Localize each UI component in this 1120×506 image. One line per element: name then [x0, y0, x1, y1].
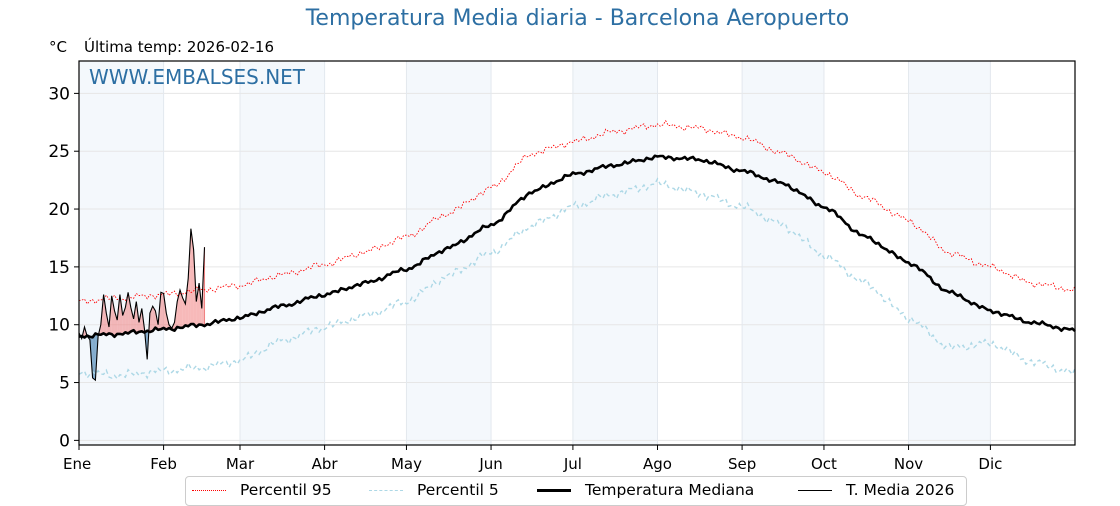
- month-band-ene: [79, 61, 164, 445]
- legend-label: Percentil 5: [417, 481, 499, 499]
- p5-swatch-icon: [369, 490, 403, 491]
- month-band-nov: [909, 61, 991, 445]
- legend: Percentil 95 Percentil 5 Temperatura Med…: [185, 476, 967, 506]
- legend-label: T. Media 2026: [846, 481, 954, 499]
- legend-label: Percentil 95: [240, 481, 332, 499]
- legend-label: Temperatura Mediana: [585, 481, 754, 499]
- above-median-fill: [161, 292, 164, 329]
- month-bands: [79, 61, 990, 445]
- x-tick-label-oct: Oct: [811, 455, 837, 473]
- legend-item-p95: Percentil 95: [192, 481, 332, 499]
- month-band-sep: [742, 61, 824, 445]
- median-swatch-icon: [537, 489, 571, 492]
- y-tick-label: 30: [48, 84, 70, 104]
- y-tick-label: 25: [48, 142, 70, 162]
- y-tick-label: 15: [48, 258, 70, 278]
- legend-item-median: Temperatura Mediana: [537, 481, 754, 499]
- x-tick-label-ene: Ene: [63, 455, 91, 473]
- x-tick-label-jun: Jun: [478, 455, 502, 473]
- x-tick-label-may: May: [391, 455, 422, 473]
- month-band-mar: [240, 61, 325, 445]
- y-axis: 0 5 10 15 20 25 30: [48, 84, 79, 451]
- y-tick-label: 10: [48, 316, 70, 336]
- x-tick-label-nov: Nov: [894, 455, 923, 473]
- current-swatch-icon: [798, 490, 832, 491]
- x-tick-label-dic: Dic: [978, 455, 1002, 473]
- legend-item-p5: Percentil 5: [369, 481, 499, 499]
- x-tick-label-jul: Jul: [563, 455, 582, 473]
- p95-swatch-icon: [192, 490, 226, 491]
- x-tick-label-ago: Ago: [643, 455, 672, 473]
- y-tick-label: 0: [59, 431, 70, 451]
- month-band-may: [406, 61, 491, 445]
- x-tick-label-abr: Abr: [312, 455, 339, 473]
- legend-item-current: T. Media 2026: [798, 481, 954, 499]
- x-tick-label-mar: Mar: [226, 455, 255, 473]
- x-tick-label-feb: Feb: [150, 455, 177, 473]
- y-tick-label: 5: [59, 374, 70, 394]
- x-tick-label-sep: Sep: [728, 455, 756, 473]
- x-axis: Ene Feb Mar Abr May Jun Jul Ago Sep Oct Nov Dic: [63, 445, 1002, 473]
- month-band-jul: [573, 61, 658, 445]
- y-tick-label: 20: [48, 200, 70, 220]
- watermark: WWW.EMBALSES.NET: [89, 65, 306, 89]
